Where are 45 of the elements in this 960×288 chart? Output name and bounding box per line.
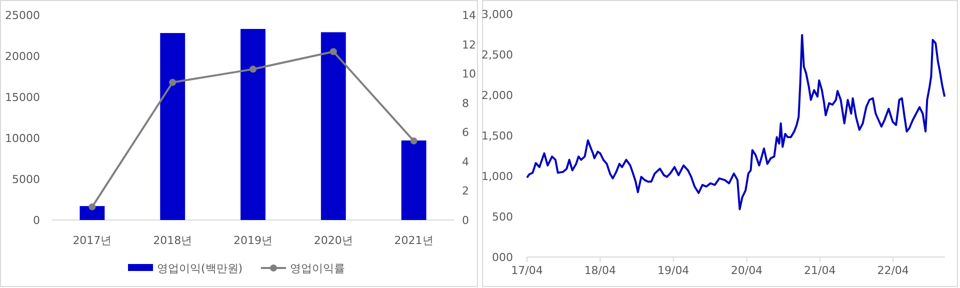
y2-tick-label: 10 bbox=[462, 68, 476, 81]
y2-tick-label: 12 bbox=[462, 38, 476, 52]
x-tick-label: 2019년 bbox=[234, 234, 272, 247]
y2-tick-label: 14 bbox=[462, 9, 476, 22]
x-tick-label: 17/04 bbox=[511, 264, 543, 277]
y-tick-label: 500 bbox=[492, 210, 513, 224]
point bbox=[410, 137, 418, 144]
y-tick-label: 2,000 bbox=[482, 89, 513, 102]
x-tick-label: 21/04 bbox=[804, 264, 836, 277]
y-tick-label: 1,000 bbox=[482, 170, 513, 183]
x-tick-label: 2020년 bbox=[314, 234, 353, 247]
x-tick-label: 2017년 bbox=[72, 234, 112, 247]
point bbox=[88, 203, 96, 210]
x-tick-label: 22/04 bbox=[877, 264, 909, 277]
y-tick-label: 5000 bbox=[12, 173, 40, 186]
y-tick-label: 20000 bbox=[5, 50, 40, 63]
bar bbox=[320, 32, 346, 220]
legend-label: 영업이익(백만원) bbox=[157, 262, 243, 275]
point bbox=[250, 66, 256, 73]
y-tick-label: 15000 bbox=[5, 91, 40, 104]
y-tick-label: 10000 bbox=[5, 132, 40, 145]
y-tick-label: 1,500 bbox=[482, 130, 513, 142]
y-tick-label: 2,500 bbox=[482, 48, 513, 62]
bar bbox=[80, 206, 105, 220]
point bbox=[169, 78, 176, 86]
bar bbox=[160, 33, 186, 220]
legend-label: 영업이익률 bbox=[290, 262, 345, 275]
bar bbox=[401, 140, 426, 220]
y2-tick-label: 6 bbox=[462, 126, 469, 140]
y2-tick-label: 8 bbox=[462, 96, 469, 110]
line-series bbox=[526, 34, 946, 210]
x-tick-label: 19/04 bbox=[658, 264, 690, 277]
point bbox=[330, 48, 337, 56]
x-tick-label: 18/04 bbox=[584, 264, 616, 277]
x-tick-label: 2021년 bbox=[394, 234, 434, 247]
y2-tick-label: 2 bbox=[462, 184, 469, 198]
x-tick-label: 2018년 bbox=[153, 234, 192, 247]
y-tick-label: 000 bbox=[492, 251, 513, 264]
x-tick-label: 20/04 bbox=[730, 264, 763, 277]
y2-tick-label: 4 bbox=[462, 155, 469, 168]
bar bbox=[240, 28, 266, 220]
y2-tick-label: 0 bbox=[462, 214, 469, 227]
y-tick-label: 0 bbox=[33, 214, 40, 227]
y-tick-label: 25000 bbox=[5, 9, 40, 22]
y-tick-label: 3,000 bbox=[482, 8, 513, 21]
